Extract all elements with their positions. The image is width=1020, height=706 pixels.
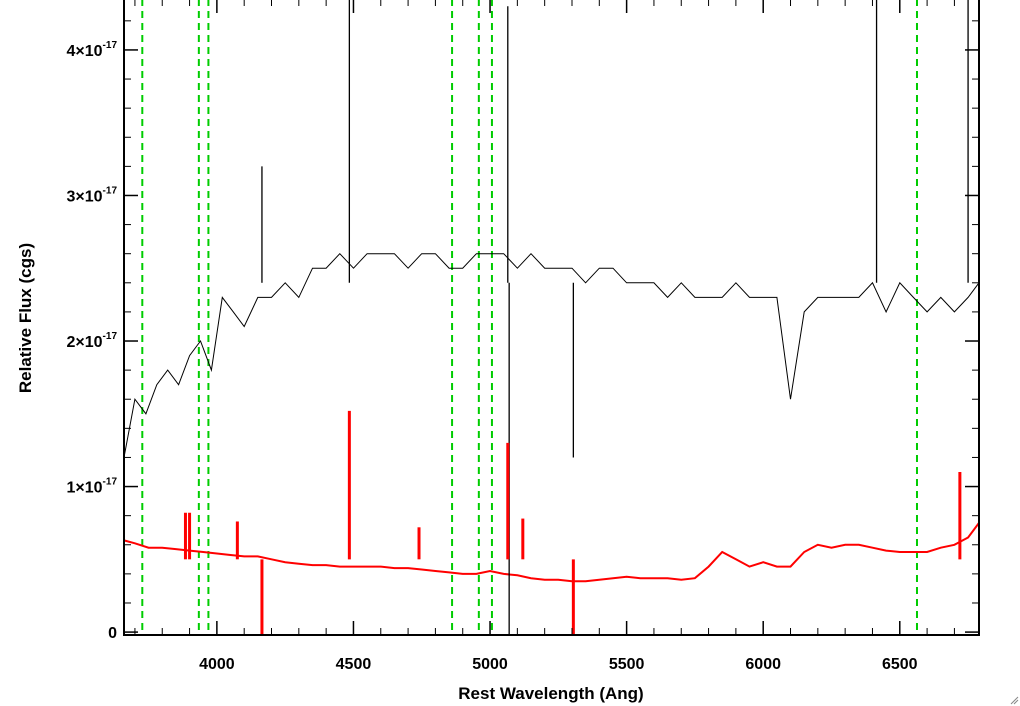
x-tick-label: 4500 <box>336 656 372 673</box>
x-axis-label: Rest Wavelength (Ang) <box>458 684 643 703</box>
y-tick-label: 0 <box>108 625 117 642</box>
y-axis-label: Relative Flux (cgs) <box>16 243 35 393</box>
y-tick-label: 3×10-17 <box>67 185 118 205</box>
x-tick-labels: 4000 4500 5000 5500 6000 6500 <box>199 656 918 673</box>
spike-layer <box>183 0 969 635</box>
x-tick-label: 4000 <box>199 656 235 673</box>
y-tick-label: 1×10-17 <box>67 477 118 497</box>
series-layer <box>123 252 980 583</box>
y-tick-label: 2×10-17 <box>67 331 118 351</box>
series-line-error_spectrum <box>123 522 980 583</box>
plot-frame <box>123 0 980 636</box>
x-tick-label: 6000 <box>745 656 781 673</box>
resize-grip-icon[interactable] <box>1010 696 1019 705</box>
x-tick-label: 5000 <box>472 656 508 673</box>
emission-line-markers <box>141 0 918 635</box>
y-tick-label: 4×10-17 <box>67 40 118 60</box>
x-tick-label: 5500 <box>609 656 645 673</box>
x-tick-label: 6500 <box>882 656 918 673</box>
series-line-observed_flux <box>123 252 980 458</box>
y-tick-labels: 0 1×10-17 2×10-17 3×10-17 4×10-17 <box>67 40 118 642</box>
axis-ticks <box>124 0 979 635</box>
